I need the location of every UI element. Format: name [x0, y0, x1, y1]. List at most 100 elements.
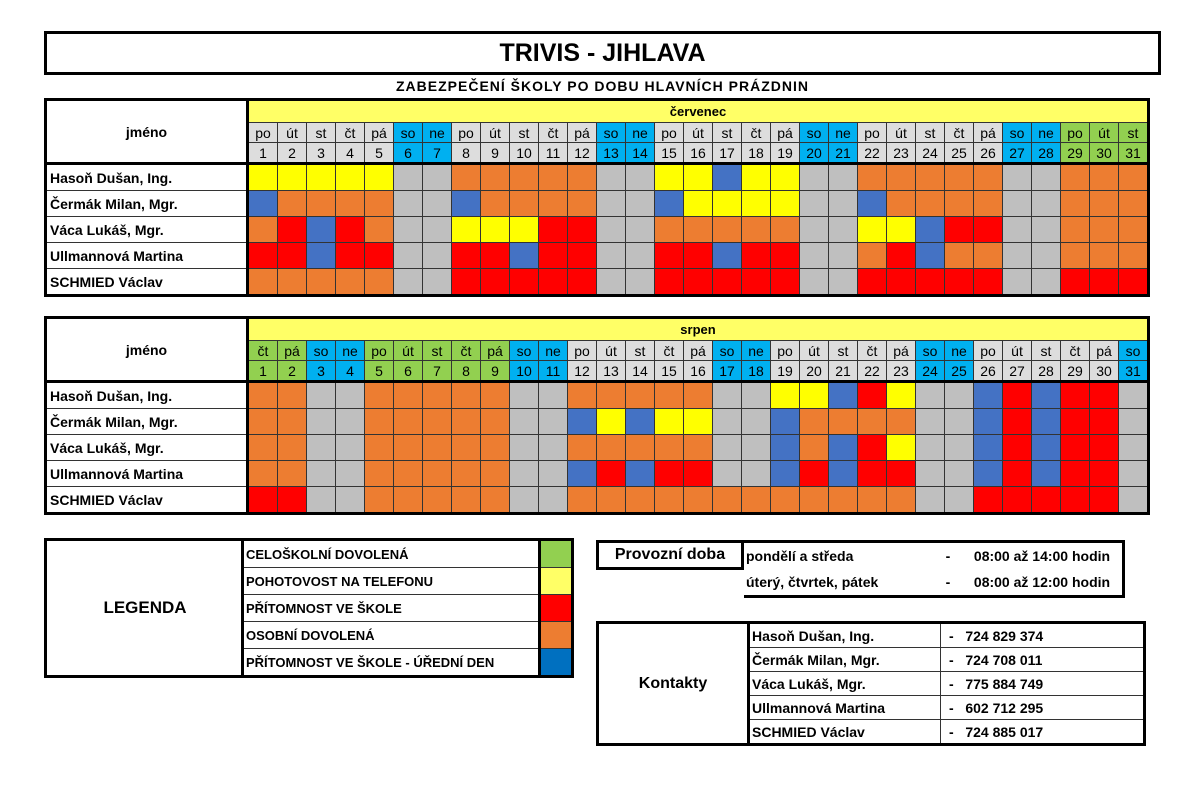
person-row: Hasoň Dušan, Ing.	[45, 381, 1149, 409]
schedule-cell	[1002, 381, 1032, 409]
schedule-cell	[567, 408, 597, 435]
person-name: Hasoň Dušan, Ing.	[45, 381, 249, 409]
schedule-cell	[625, 434, 655, 461]
weekday-cell: so	[1118, 340, 1149, 361]
schedule-cell	[828, 216, 858, 243]
hours-table: pondělí a středa - 08:00 až 14:00 hodin úte…	[744, 540, 1125, 598]
schedule-cell	[1060, 408, 1090, 435]
schedule-cell	[857, 486, 887, 514]
date-cell: 29	[1060, 360, 1090, 383]
schedule-cell	[509, 434, 539, 461]
schedule-cell	[364, 460, 394, 487]
weekday-cell: st	[625, 340, 655, 361]
schedule-cell	[741, 268, 771, 296]
schedule-cell	[770, 268, 800, 296]
weekday-cell: ne	[828, 122, 858, 143]
schedule-cell	[944, 460, 974, 487]
contact-phone: - 775 884 749	[940, 671, 1145, 696]
schedule-cell	[567, 216, 597, 243]
date-cell: 22	[857, 142, 887, 165]
legend-label: POHOTOVOST NA TELEFONU	[242, 567, 541, 595]
schedule-cell	[886, 268, 916, 296]
date-cell: 13	[596, 142, 626, 165]
legend-label: OSOBNÍ DOVOLENÁ	[242, 621, 541, 649]
weekday-cell: pá	[886, 340, 916, 361]
person-row: SCHMIED Václav	[45, 268, 1149, 296]
schedule-cell	[770, 460, 800, 487]
schedule-cell	[538, 190, 568, 217]
schedule-cell	[422, 163, 452, 191]
schedule-cell	[567, 460, 597, 487]
schedule-cell	[712, 381, 742, 409]
weekday-cell: út	[683, 122, 713, 143]
schedule-cell	[828, 486, 858, 514]
schedule-cell	[538, 408, 568, 435]
date-cell: 21	[828, 142, 858, 165]
schedule-cell	[770, 486, 800, 514]
hours-time: 08:00 až 12:00 hodin	[973, 574, 1111, 590]
schedule-cell	[973, 486, 1003, 514]
schedule-cell	[944, 163, 974, 191]
schedule-cell	[1002, 268, 1032, 296]
date-cell: 27	[1002, 360, 1032, 383]
weekday-cell: út	[1002, 340, 1032, 361]
schedule-cell	[712, 434, 742, 461]
weekday-cell: pá	[480, 340, 510, 361]
weekday-cell: so	[509, 340, 539, 361]
schedule-cell	[770, 408, 800, 435]
schedule-cell	[1118, 460, 1149, 487]
schedule-cell	[1118, 190, 1149, 217]
schedule-cell	[886, 486, 916, 514]
date-cell: 5	[364, 360, 394, 383]
schedule-cell	[422, 434, 452, 461]
schedule-cell	[1002, 408, 1032, 435]
date-cell: 10	[509, 360, 539, 383]
schedule-cell	[973, 190, 1003, 217]
month-row: jméno srpen	[45, 317, 1149, 383]
schedule-cell	[393, 434, 423, 461]
schedule-cell	[712, 190, 742, 217]
date-cell: 13	[596, 360, 626, 383]
schedule-cell	[277, 163, 307, 191]
schedule-cell	[1089, 163, 1119, 191]
date-cell: 9	[480, 360, 510, 383]
schedule-cell	[364, 408, 394, 435]
schedule-cell	[1031, 242, 1061, 269]
schedule-cell	[828, 434, 858, 461]
contact-phone: - 724 885 017	[940, 719, 1145, 745]
weekday-cell: so	[799, 122, 829, 143]
date-cell: 26	[973, 360, 1003, 383]
weekday-cell: ne	[625, 122, 655, 143]
weekday-cell: čt	[944, 122, 974, 143]
schedule-cell	[247, 408, 278, 435]
date-cell: 8	[451, 360, 481, 383]
schedule-cell	[1060, 216, 1090, 243]
schedule-cell	[654, 486, 684, 514]
schedule-cell	[625, 486, 655, 514]
weekday-cell: po	[567, 340, 597, 361]
schedule-cell	[712, 163, 742, 191]
schedule-cell	[480, 460, 510, 487]
person-name: Váca Lukáš, Mgr.	[45, 434, 249, 461]
legend-title: LEGENDA	[45, 539, 244, 677]
schedule-cell	[799, 163, 829, 191]
schedule-cell	[509, 408, 539, 435]
schedule-cell	[683, 381, 713, 409]
schedule-cell	[1031, 486, 1061, 514]
schedule-cell	[247, 163, 278, 191]
schedule-cell	[1031, 216, 1061, 243]
schedule-cell	[335, 268, 365, 296]
schedule-cell	[828, 408, 858, 435]
schedule-cell	[1118, 434, 1149, 461]
weekday-cell: ne	[944, 340, 974, 361]
schedule-cell	[567, 434, 597, 461]
schedule-cell	[944, 268, 974, 296]
schedule-cell	[1089, 381, 1119, 409]
schedule-cell	[393, 163, 423, 191]
schedule-cell	[915, 216, 945, 243]
date-row: 1 2 3 4 5 6 7 8 9 10 11 12 13 14 15 16 17 18 19 20 21 22 23 24 2…	[46, 360, 1149, 383]
schedule-cell	[596, 268, 626, 296]
weekday-cell: st	[915, 122, 945, 143]
schedule-cell	[335, 381, 365, 409]
weekday-cell: so	[712, 340, 742, 361]
